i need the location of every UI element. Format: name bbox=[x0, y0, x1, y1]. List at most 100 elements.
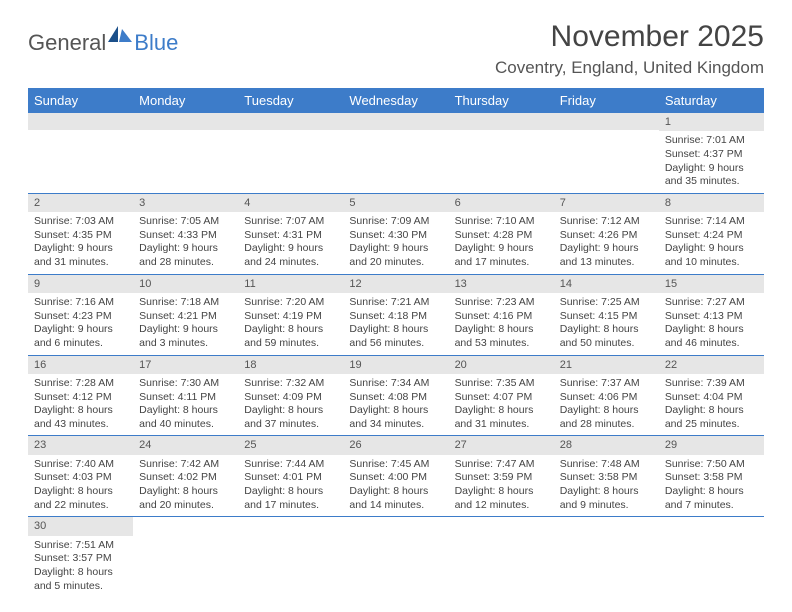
day-number: 25 bbox=[238, 436, 343, 454]
cell-body: Sunrise: 7:14 AMSunset: 4:24 PMDaylight:… bbox=[659, 212, 764, 274]
sunset-text: Sunset: 4:08 PM bbox=[349, 391, 442, 405]
sunset-text: Sunset: 4:24 PM bbox=[665, 229, 758, 243]
sunrise-text: Sunrise: 7:05 AM bbox=[139, 215, 232, 229]
cell-body: Sunrise: 7:42 AMSunset: 4:02 PMDaylight:… bbox=[133, 455, 238, 517]
dl2-text: and 53 minutes. bbox=[455, 337, 548, 351]
sunrise-text: Sunrise: 7:51 AM bbox=[34, 539, 127, 553]
dl2-text: and 25 minutes. bbox=[665, 418, 758, 432]
calendar-cell: 29Sunrise: 7:50 AMSunset: 3:58 PMDayligh… bbox=[659, 436, 764, 516]
dl1-text: Daylight: 8 hours bbox=[349, 485, 442, 499]
dl1-text: Daylight: 8 hours bbox=[34, 404, 127, 418]
cell-body: Sunrise: 7:16 AMSunset: 4:23 PMDaylight:… bbox=[28, 293, 133, 355]
dl2-text: and 10 minutes. bbox=[665, 256, 758, 270]
calendar-cell: 14Sunrise: 7:25 AMSunset: 4:15 PMDayligh… bbox=[554, 275, 659, 355]
day-number: 28 bbox=[554, 436, 659, 454]
cell-body: Sunrise: 7:44 AMSunset: 4:01 PMDaylight:… bbox=[238, 455, 343, 517]
page-title: November 2025 bbox=[495, 20, 764, 54]
dl1-text: Daylight: 8 hours bbox=[244, 404, 337, 418]
sunrise-text: Sunrise: 7:28 AM bbox=[34, 377, 127, 391]
sunset-text: Sunset: 4:28 PM bbox=[455, 229, 548, 243]
dl2-text: and 35 minutes. bbox=[665, 175, 758, 189]
dl2-text: and 43 minutes. bbox=[34, 418, 127, 432]
calendar-cell: 30Sunrise: 7:51 AMSunset: 3:57 PMDayligh… bbox=[28, 517, 133, 597]
dl2-text: and 24 minutes. bbox=[244, 256, 337, 270]
cell-body: Sunrise: 7:12 AMSunset: 4:26 PMDaylight:… bbox=[554, 212, 659, 274]
day-header: Monday bbox=[133, 88, 238, 113]
day-number: 21 bbox=[554, 356, 659, 374]
sunset-text: Sunset: 4:18 PM bbox=[349, 310, 442, 324]
dl2-text: and 12 minutes. bbox=[455, 499, 548, 513]
cell-body: Sunrise: 7:21 AMSunset: 4:18 PMDaylight:… bbox=[343, 293, 448, 355]
sunrise-text: Sunrise: 7:23 AM bbox=[455, 296, 548, 310]
day-header: Saturday bbox=[659, 88, 764, 113]
calendar-cell bbox=[659, 517, 764, 597]
calendar-cell: 8Sunrise: 7:14 AMSunset: 4:24 PMDaylight… bbox=[659, 194, 764, 274]
sunrise-text: Sunrise: 7:14 AM bbox=[665, 215, 758, 229]
week-row: 2Sunrise: 7:03 AMSunset: 4:35 PMDaylight… bbox=[28, 194, 764, 275]
dl2-text: and 56 minutes. bbox=[349, 337, 442, 351]
dl2-text: and 22 minutes. bbox=[34, 499, 127, 513]
header: General Blue November 2025 Coventry, Eng… bbox=[28, 20, 764, 78]
day-number: 22 bbox=[659, 356, 764, 374]
day-number: 15 bbox=[659, 275, 764, 293]
dl1-text: Daylight: 9 hours bbox=[34, 242, 127, 256]
cell-body: Sunrise: 7:47 AMSunset: 3:59 PMDaylight:… bbox=[449, 455, 554, 517]
sunset-text: Sunset: 4:00 PM bbox=[349, 471, 442, 485]
dl1-text: Daylight: 8 hours bbox=[665, 485, 758, 499]
sunrise-text: Sunrise: 7:16 AM bbox=[34, 296, 127, 310]
dl2-text: and 6 minutes. bbox=[34, 337, 127, 351]
day-number: 9 bbox=[28, 275, 133, 293]
cell-body: Sunrise: 7:35 AMSunset: 4:07 PMDaylight:… bbox=[449, 374, 554, 436]
sunset-text: Sunset: 4:31 PM bbox=[244, 229, 337, 243]
cell-body: Sunrise: 7:23 AMSunset: 4:16 PMDaylight:… bbox=[449, 293, 554, 355]
sunrise-text: Sunrise: 7:12 AM bbox=[560, 215, 653, 229]
sunrise-text: Sunrise: 7:03 AM bbox=[34, 215, 127, 229]
cell-body: Sunrise: 7:39 AMSunset: 4:04 PMDaylight:… bbox=[659, 374, 764, 436]
day-number: 16 bbox=[28, 356, 133, 374]
dl2-text: and 13 minutes. bbox=[560, 256, 653, 270]
cell-body: Sunrise: 7:28 AMSunset: 4:12 PMDaylight:… bbox=[28, 374, 133, 436]
cell-body: Sunrise: 7:10 AMSunset: 4:28 PMDaylight:… bbox=[449, 212, 554, 274]
cell-body: Sunrise: 7:40 AMSunset: 4:03 PMDaylight:… bbox=[28, 455, 133, 517]
dl1-text: Daylight: 9 hours bbox=[560, 242, 653, 256]
day-number bbox=[133, 113, 238, 130]
calendar-cell: 24Sunrise: 7:42 AMSunset: 4:02 PMDayligh… bbox=[133, 436, 238, 516]
calendar-cell bbox=[343, 113, 448, 193]
day-number: 20 bbox=[449, 356, 554, 374]
day-number: 5 bbox=[343, 194, 448, 212]
cell-body: Sunrise: 7:34 AMSunset: 4:08 PMDaylight:… bbox=[343, 374, 448, 436]
dl2-text: and 17 minutes. bbox=[455, 256, 548, 270]
sunrise-text: Sunrise: 7:07 AM bbox=[244, 215, 337, 229]
cell-body: Sunrise: 7:32 AMSunset: 4:09 PMDaylight:… bbox=[238, 374, 343, 436]
day-number: 23 bbox=[28, 436, 133, 454]
cell-body: Sunrise: 7:50 AMSunset: 3:58 PMDaylight:… bbox=[659, 455, 764, 517]
dl1-text: Daylight: 8 hours bbox=[560, 404, 653, 418]
day-number: 11 bbox=[238, 275, 343, 293]
day-number: 24 bbox=[133, 436, 238, 454]
sunrise-text: Sunrise: 7:45 AM bbox=[349, 458, 442, 472]
dl1-text: Daylight: 8 hours bbox=[665, 323, 758, 337]
sunrise-text: Sunrise: 7:27 AM bbox=[665, 296, 758, 310]
cell-body: Sunrise: 7:18 AMSunset: 4:21 PMDaylight:… bbox=[133, 293, 238, 355]
calendar-cell bbox=[554, 113, 659, 193]
sunset-text: Sunset: 4:07 PM bbox=[455, 391, 548, 405]
calendar-cell bbox=[133, 113, 238, 193]
location-text: Coventry, England, United Kingdom bbox=[495, 58, 764, 78]
dl1-text: Daylight: 9 hours bbox=[349, 242, 442, 256]
week-row: 9Sunrise: 7:16 AMSunset: 4:23 PMDaylight… bbox=[28, 275, 764, 356]
dl2-text: and 28 minutes. bbox=[139, 256, 232, 270]
cell-body: Sunrise: 7:51 AMSunset: 3:57 PMDaylight:… bbox=[28, 536, 133, 598]
sunset-text: Sunset: 4:30 PM bbox=[349, 229, 442, 243]
dl1-text: Daylight: 8 hours bbox=[560, 485, 653, 499]
sunset-text: Sunset: 4:19 PM bbox=[244, 310, 337, 324]
sunset-text: Sunset: 3:58 PM bbox=[665, 471, 758, 485]
sunrise-text: Sunrise: 7:32 AM bbox=[244, 377, 337, 391]
dl1-text: Daylight: 9 hours bbox=[665, 242, 758, 256]
sunrise-text: Sunrise: 7:10 AM bbox=[455, 215, 548, 229]
sunrise-text: Sunrise: 7:21 AM bbox=[349, 296, 442, 310]
day-header: Friday bbox=[554, 88, 659, 113]
sunset-text: Sunset: 4:23 PM bbox=[34, 310, 127, 324]
calendar-cell: 3Sunrise: 7:05 AMSunset: 4:33 PMDaylight… bbox=[133, 194, 238, 274]
logo-text-general: General bbox=[28, 30, 106, 56]
day-number: 3 bbox=[133, 194, 238, 212]
